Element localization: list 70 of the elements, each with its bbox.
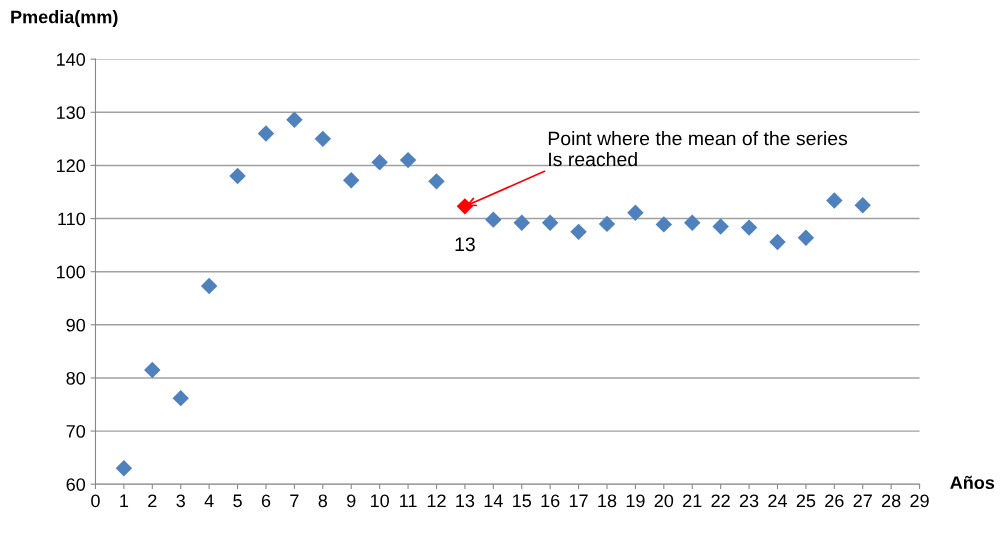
annotation: Point where the mean of the series Is reached — [548, 131, 848, 167]
x-tick-label: 17 — [569, 494, 588, 508]
point — [229, 167, 246, 185]
x-tick-label: 15 — [513, 494, 532, 508]
x-tick-label: 18 — [598, 494, 617, 508]
x-tick-label: 24 — [768, 494, 787, 508]
y-tick-label: 90 — [66, 318, 86, 332]
x-tick-label: 9 — [347, 494, 356, 508]
point — [513, 214, 530, 232]
point — [826, 192, 843, 209]
x-tick-label: 6 — [261, 494, 271, 508]
point — [428, 173, 445, 190]
x-tick-label: 7 — [290, 494, 299, 508]
y-tick-label: 80 — [66, 371, 86, 385]
x-tick-label: 16 — [541, 494, 560, 508]
point — [684, 214, 701, 232]
x-tick-label: 8 — [318, 494, 328, 508]
point — [598, 215, 616, 233]
x-tick-label: 3 — [176, 494, 185, 508]
x-tick-label: 11 — [400, 494, 417, 508]
x-tick-label: 14 — [484, 494, 503, 508]
point — [172, 389, 189, 407]
x-tick-label: 29 — [910, 494, 929, 508]
y-tick-label: 120 — [57, 159, 86, 173]
y-tick-label: 100 — [57, 265, 86, 279]
point — [655, 216, 673, 233]
annotation: 13 — [455, 237, 475, 252]
x-tick-label: 19 — [626, 494, 645, 508]
y-tick-label: 70 — [66, 425, 86, 438]
point — [854, 197, 871, 214]
point — [712, 218, 729, 235]
point — [314, 130, 332, 148]
x-tick-label: 10 — [370, 494, 389, 508]
x-tick-label: 0 — [91, 494, 100, 508]
x-tick-label: 12 — [427, 494, 446, 508]
point — [343, 172, 360, 189]
x-axis-title: Años — [950, 475, 995, 490]
point — [115, 460, 133, 477]
x-tick-label: 13 — [456, 494, 475, 508]
x-tick-label: 1 — [120, 494, 129, 508]
x-tick-label: 22 — [711, 494, 730, 508]
x-tick-label: 25 — [796, 494, 816, 508]
point — [485, 211, 502, 228]
y-tick-label: 140 — [57, 53, 86, 66]
point — [371, 154, 388, 171]
point — [257, 125, 275, 142]
x-tick-label: 4 — [204, 494, 214, 508]
x-tick-label: 27 — [853, 494, 872, 508]
point — [797, 229, 815, 246]
y-tick-label: 60 — [66, 478, 86, 491]
x-tick-label: 2 — [148, 494, 157, 508]
x-tick-label: 23 — [739, 494, 759, 508]
point — [570, 223, 587, 241]
point — [200, 277, 218, 295]
x-tick-label: 5 — [233, 494, 242, 508]
y-tick-label: 110 — [58, 212, 86, 226]
point — [144, 361, 161, 379]
x-tick-label: 20 — [654, 494, 674, 508]
point — [286, 111, 303, 128]
point — [541, 214, 559, 232]
point — [456, 198, 474, 215]
point — [740, 219, 758, 236]
point — [769, 233, 786, 251]
point — [399, 151, 417, 169]
x-tick-label: 26 — [825, 494, 844, 508]
y-tick-label: 130 — [57, 106, 86, 120]
x-tick-label: 21 — [683, 494, 702, 508]
point — [627, 204, 644, 221]
y-axis-title: Pmedia(mm) — [11, 10, 118, 27]
x-tick-label: 28 — [882, 494, 901, 508]
